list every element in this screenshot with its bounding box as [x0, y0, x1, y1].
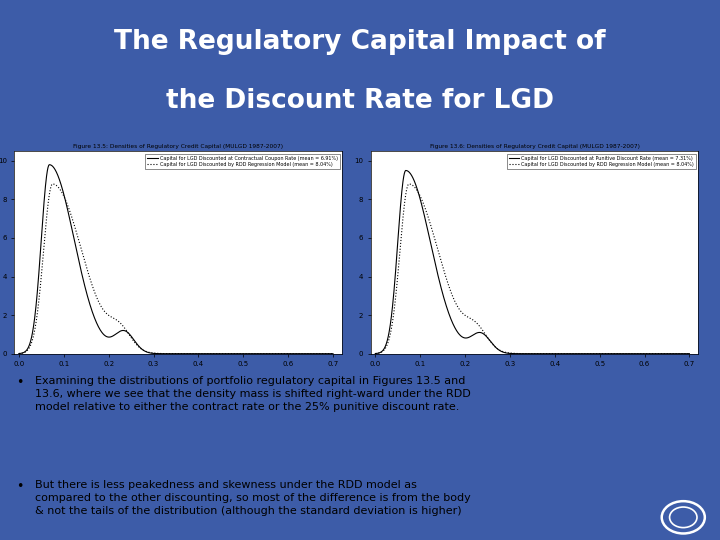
Text: The Regulatory Capital Impact of: The Regulatory Capital Impact of	[114, 29, 606, 55]
Title: Figure 13.6: Densities of Regulatory Credit Capital (MULGD 1987-2007): Figure 13.6: Densities of Regulatory Cre…	[430, 144, 639, 150]
Text: •: •	[16, 481, 23, 494]
Text: •: •	[16, 376, 23, 389]
Legend: Capital for LGD Discounted at Punitive Discount Rate (mean = 7.31%), Capital for: Capital for LGD Discounted at Punitive D…	[507, 154, 696, 169]
Text: Examining the distributions of portfolio regulatory capital in Figures 13.5 and
: Examining the distributions of portfolio…	[35, 376, 470, 411]
Title: Figure 13.5: Densities of Regulatory Credit Capital (MULGD 1987-2007): Figure 13.5: Densities of Regulatory Cre…	[73, 144, 283, 150]
Text: the Discount Rate for LGD: the Discount Rate for LGD	[166, 88, 554, 114]
Text: But there is less peakedness and skewness under the RDD model as
compared to the: But there is less peakedness and skewnes…	[35, 481, 470, 516]
Legend: Capital for LGD Discounted at Contractual Coupon Rate (mean = 6.91%), Capital fo: Capital for LGD Discounted at Contractua…	[145, 154, 340, 169]
